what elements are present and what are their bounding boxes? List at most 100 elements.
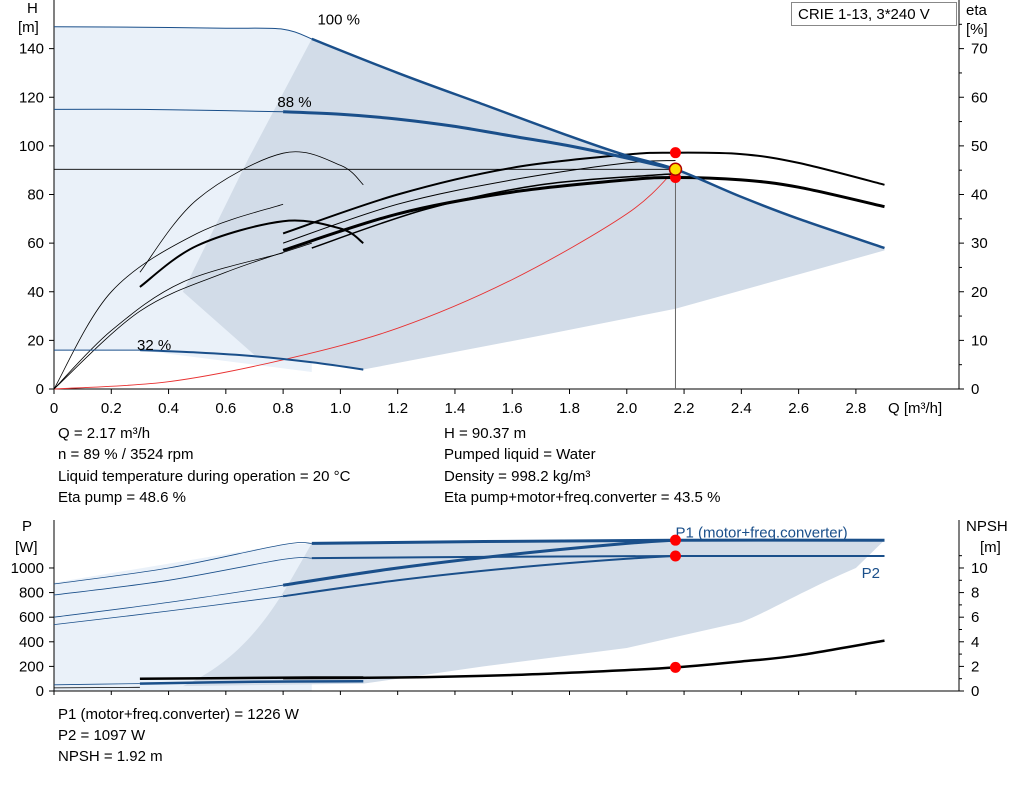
speed-label: 100 %: [317, 11, 360, 28]
power-curve: [311, 538, 885, 545]
power-y2-tick-label: 8: [971, 585, 979, 602]
power-y2-tick-label: 0: [971, 683, 979, 700]
x-tick-label: 2.6: [788, 400, 809, 417]
power-curve: [282, 555, 676, 598]
info-liquid: Pumped liquid = Water: [444, 446, 596, 463]
head-axis-title-line2: [m]: [18, 19, 39, 36]
power-curve: [53, 557, 312, 596]
npsh-curve: [53, 686, 140, 689]
head-curve: [53, 108, 284, 113]
head-y-tick-label: 0: [36, 381, 44, 398]
x-tick-label: 2.0: [616, 400, 637, 417]
eta-curve: [311, 173, 676, 249]
head-operating-area: [182, 38, 885, 370]
npsh-marker: [669, 661, 681, 673]
eta-curve: [139, 219, 364, 288]
power-y2-tick-label: 4: [971, 634, 979, 651]
p1-marker: [669, 534, 681, 546]
power-curve: [53, 542, 312, 585]
head-y-tick-label: 140: [19, 41, 44, 58]
info-p2: P2 = 1097 W: [58, 727, 146, 744]
head-y2-tick-label: 60: [971, 89, 988, 106]
speed-label: 88 %: [277, 94, 311, 111]
x-tick-label: 1.2: [387, 400, 408, 417]
head-curve: [53, 26, 312, 40]
power-curve: [311, 554, 885, 560]
power-curve: [53, 584, 284, 618]
eta-curve: [139, 151, 364, 273]
head-y2-tick-label: 20: [971, 284, 988, 301]
head-y-tick-label: 100: [19, 138, 44, 155]
head-curve: [139, 349, 364, 371]
power-y2-tick-label: 10: [971, 560, 988, 577]
eta-curve: [53, 203, 284, 390]
x-tick-label: 1.4: [445, 400, 466, 417]
power-curve: [282, 538, 676, 587]
power-axis-title-line1: P: [22, 518, 33, 535]
x-tick-label: 1.0: [330, 400, 351, 417]
eta-pump-marker: [669, 147, 681, 159]
head-y2-tick-label: 10: [971, 332, 988, 349]
p1-series-label: P1 (motor+freq.converter): [675, 524, 847, 541]
power-curve: [139, 679, 364, 685]
head-y-tick-label: 40: [27, 284, 44, 301]
x-tick-label: 2.8: [845, 400, 866, 417]
head-y-tick-label: 20: [27, 332, 44, 349]
x-tick-label: 0.8: [273, 400, 294, 417]
eta-curve: [282, 151, 885, 235]
x-tick-label: 0.2: [101, 400, 122, 417]
power-y-tick-label: 600: [19, 609, 44, 626]
power-y2-tick-label: 2: [971, 658, 979, 675]
eta-curve: [53, 252, 284, 390]
info-npsh: NPSH = 1.92 m: [58, 748, 163, 765]
head-y-tick-label: 80: [27, 187, 44, 204]
x-tick-label: 0.6: [215, 400, 236, 417]
x-tick-label: 2.4: [731, 400, 752, 417]
power-y-tick-label: 200: [19, 658, 44, 675]
x-tick-label: 0.4: [158, 400, 179, 417]
power-y-tick-label: 800: [19, 585, 44, 602]
power-operating-area: [182, 540, 885, 687]
head-axis-title-line1: H: [27, 0, 38, 17]
npsh-axis-title-line1: NPSH: [966, 518, 1008, 535]
p2-marker: [669, 550, 681, 562]
x-tick-label: 1.6: [502, 400, 523, 417]
power-chart: 0 200 400 600 800 1000 0 2 4 6 8 10 P1 (motor+freq.c…: [11, 520, 988, 700]
power-y2-tick-label: 6: [971, 609, 979, 626]
info-head: H = 90.37 m: [444, 425, 527, 442]
info-speed: n = 89 % / 3524 rpm: [58, 446, 194, 463]
npsh-curve: [283, 639, 885, 680]
speed-label: 32 %: [137, 337, 171, 354]
x-tick-label: 0: [50, 400, 58, 417]
eta-axis-title-line1: eta: [966, 2, 987, 19]
head-y-tick-label: 60: [27, 235, 44, 252]
head-y2-tick-label: 50: [971, 138, 988, 155]
eta-curve: [53, 242, 312, 390]
head-y2-tick-label: 30: [971, 235, 988, 252]
npsh-curve: [139, 676, 364, 680]
head-y2-tick-label: 40: [971, 187, 988, 204]
model-label-box: CRIE 1-13, 3*240 V: [791, 2, 957, 26]
power-y-tick-label: 400: [19, 634, 44, 651]
eta-curve: [282, 175, 885, 252]
operating-point-marker: [668, 162, 683, 177]
power-y-tick-label: 1000: [11, 560, 44, 577]
system-curve: [53, 168, 676, 390]
p2-series-label: P2: [862, 565, 880, 582]
power-axis-title-line2: [W]: [15, 539, 38, 556]
npsh-axis-title-line2: [m]: [980, 539, 1001, 556]
info-p1: P1 (motor+freq.converter) = 1226 W: [58, 706, 299, 723]
power-y-tick-label: 0: [36, 683, 44, 700]
head-y2-tick-label: 0: [971, 381, 979, 398]
q-axis-title: Q [m³/h]: [888, 400, 943, 417]
model-label: CRIE 1-13, 3*240 V: [798, 6, 930, 23]
head-curve: [311, 37, 885, 250]
eta-axis-title-line2: [%]: [966, 21, 988, 38]
head-y2-tick-label: 70: [971, 41, 988, 58]
info-density: Density = 998.2 kg/m³: [444, 468, 591, 485]
info-eta-total: Eta pump+motor+freq.converter = 43.5 %: [444, 489, 721, 506]
x-tick-label: 2.2: [674, 400, 695, 417]
head-y-tick-label: 120: [19, 89, 44, 106]
